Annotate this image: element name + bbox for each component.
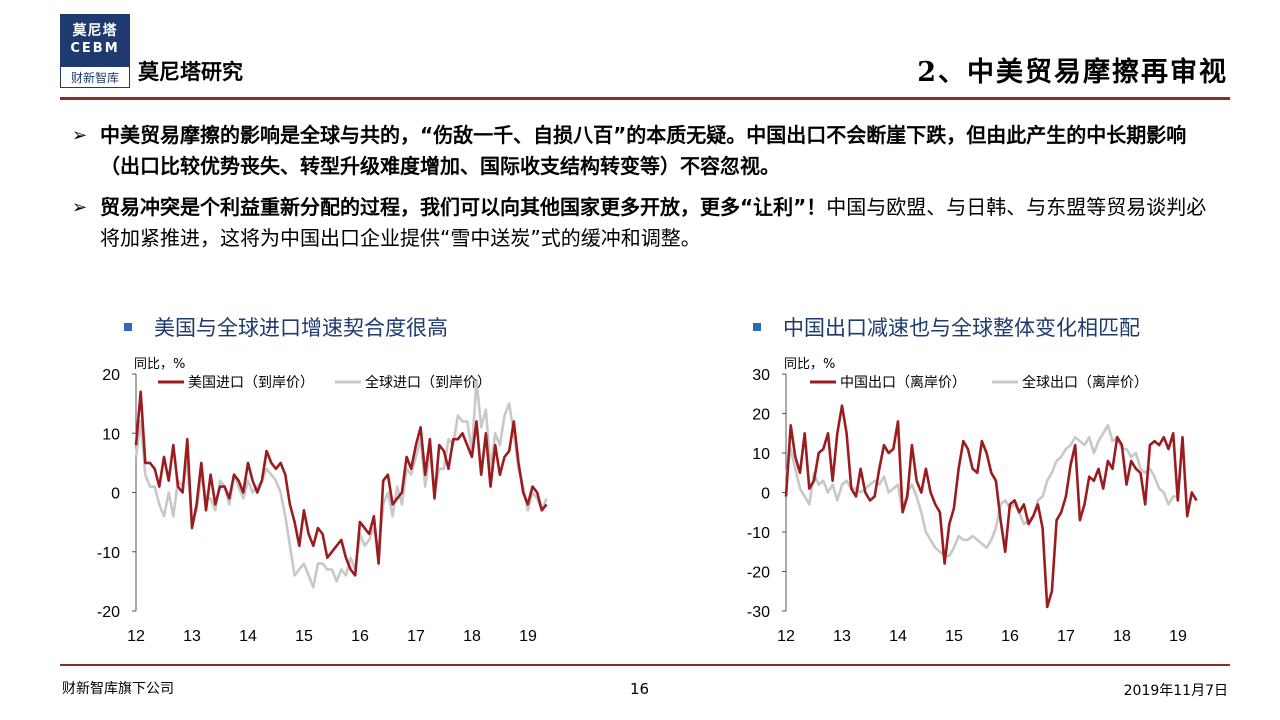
y-tick-label: 30: [752, 367, 770, 384]
page-number: 16: [630, 680, 650, 698]
x-tick-label: 14: [239, 628, 257, 645]
us-global-import-chart: 20 10 0 -10 -20 同比，% 12 13 14 15 16 17 18 19 美国进口（到岸价）…: [97, 357, 548, 645]
y-tick-label: 0: [761, 486, 770, 503]
y-tick-label: -20: [747, 565, 770, 582]
x-tick-label: 14: [889, 628, 907, 645]
chart-title-right: 中国出口减速也与全球整体变化相匹配: [753, 312, 1140, 342]
series-line-red: [134, 390, 548, 577]
x-tick-label: 12: [777, 628, 795, 645]
y-tick-label: -30: [747, 604, 770, 621]
footer-divider: [60, 664, 1230, 666]
bullet-list: ➢ 中美贸易摩擦的影响是全球与共的，“伤敌一千、自损八百”的本质无疑。中国出口不…: [72, 120, 1222, 264]
logo-text-2: CEBM: [70, 41, 120, 56]
y-tick-label: 20: [752, 407, 770, 424]
footer-date: 2019年11月7日: [1123, 683, 1228, 699]
chart-title-text: 美国与全球进口增速契合度很高: [154, 316, 448, 340]
chart-title-left: 美国与全球进口增速契合度很高: [124, 312, 448, 342]
logo: 莫尼塔 CEBM 财新智库: [60, 14, 130, 88]
bullet-text: 贸易冲突是个利益重新分配的过程，我们可以向其他国家更多开放，更多“让利”！中国与…: [100, 192, 1222, 254]
x-tick-label: 16: [1001, 628, 1019, 645]
bullet-bold-text: 贸易冲突是个利益重新分配的过程，我们可以向其他国家更多开放，更多“让利”！: [100, 195, 827, 219]
x-tick-label: 19: [1169, 628, 1187, 645]
x-tick-label: 13: [183, 628, 201, 645]
y-axis-title: 同比，%: [134, 357, 185, 372]
bullet-normal-text: 中国与欧盟、与日韩、与东盟等贸易谈判必将加紧推进，这将为中国出口企业提供“雪中送…: [100, 195, 1207, 250]
square-bullet-icon: [124, 323, 132, 331]
series-line-red: [784, 404, 1198, 609]
x-tick-label: 15: [945, 628, 963, 645]
legend-label: 全球出口（离岸价）: [1022, 374, 1148, 391]
bullet-text: 中美贸易摩擦的影响是全球与共的，“伤敌一千、自损八百”的本质无疑。中国出口不会断…: [100, 120, 1222, 182]
y-axis-title: 同比，%: [784, 357, 835, 372]
x-tick-label: 15: [295, 628, 313, 645]
y-tick-label: 10: [752, 446, 770, 463]
x-tick-label: 19: [519, 628, 537, 645]
x-tick-label: 18: [1113, 628, 1131, 645]
header-divider: [60, 97, 1230, 100]
y-tick-label: -20: [97, 604, 120, 621]
x-tick-label: 18: [463, 628, 481, 645]
x-tick-label: 17: [407, 628, 425, 645]
page-title: 2、中美贸易摩擦再审视: [917, 57, 1228, 88]
legend-label: 美国进口（到岸价）: [188, 375, 314, 391]
x-tick-label: 17: [1057, 628, 1075, 645]
y-tick-label: -10: [97, 545, 120, 562]
bullet-item: ➢ 中美贸易摩擦的影响是全球与共的，“伤敌一千、自损八百”的本质无疑。中国出口不…: [72, 120, 1222, 182]
footer-company: 财新智库旗下公司: [62, 681, 174, 697]
arrow-bullet-icon: ➢: [72, 125, 88, 146]
x-tick-label: 16: [351, 628, 369, 645]
x-tick-label: 13: [833, 628, 851, 645]
china-global-export-chart: 30 20 10 0 -10 -20 -30 同比，% 12 13 14 15 16 17 18 19 中国出口…: [747, 357, 1198, 645]
y-tick-label: 10: [102, 426, 120, 443]
x-tick-label: 12: [127, 628, 145, 645]
legend-label: 全球进口（到岸价）: [365, 374, 491, 391]
bullet-bold-text: 中美贸易摩擦的影响是全球与共的，“伤敌一千、自损八百”的本质无疑。中国出口不会断…: [100, 123, 1187, 178]
bullet-item: ➢ 贸易冲突是个利益重新分配的过程，我们可以向其他国家更多开放，更多“让利”！中…: [72, 192, 1222, 254]
brand-name: 莫尼塔研究: [138, 59, 243, 84]
legend-label: 中国出口（离岸价）: [840, 374, 966, 391]
arrow-bullet-icon: ➢: [72, 197, 88, 218]
logo-text-3: 财新智库: [60, 66, 130, 88]
logo-text-1: 莫尼塔: [72, 23, 118, 39]
y-tick-label: 20: [102, 367, 120, 384]
chart-title-text: 中国出口减速也与全球整体变化相匹配: [783, 316, 1140, 340]
y-tick-label: -10: [747, 525, 770, 542]
y-tick-label: 0: [111, 486, 120, 503]
series-line-gray: [134, 378, 548, 589]
square-bullet-icon: [753, 323, 761, 331]
